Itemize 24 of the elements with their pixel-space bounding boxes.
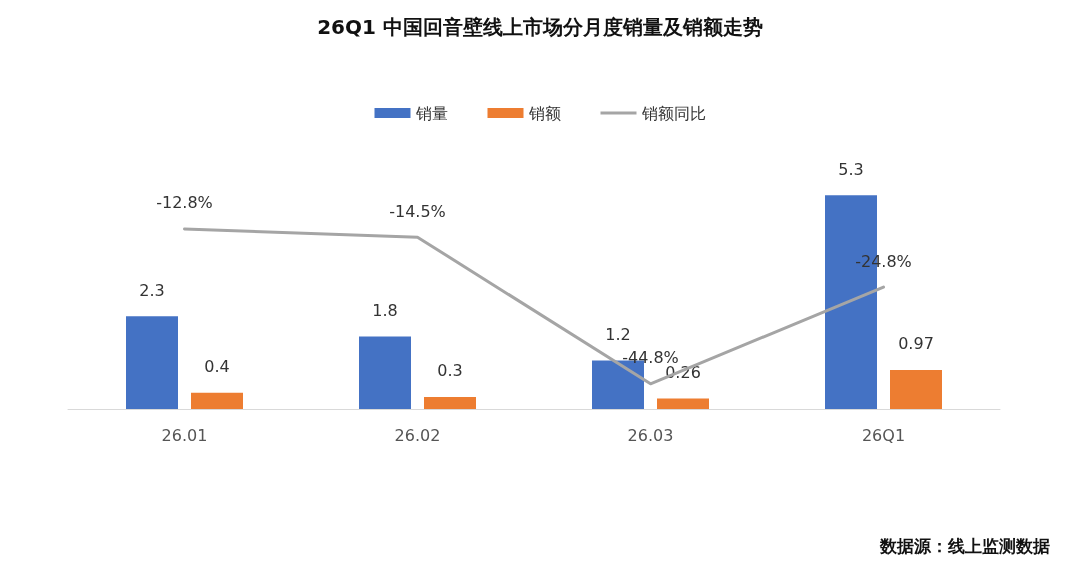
bar [126,316,178,409]
legend-label: 销额 [527,103,561,123]
data-label: 5.3 [838,159,864,179]
bar [359,336,411,409]
bar [191,392,243,409]
x-tick-label: 26.01 [161,425,208,445]
data-label: 0.97 [898,334,934,354]
text: 数据源：线上监测数据 [879,535,1050,556]
data-label: 1.2 [605,325,631,345]
data-label: 1.8 [372,300,398,320]
bar [657,398,709,409]
legend-label: 销额同比 [640,103,706,123]
bar [424,396,476,409]
x-tick-label: 26.03 [627,425,674,445]
x-tick-label: 26Q1 [861,425,906,445]
data-label: 0.3 [437,361,463,381]
data-label: 0.4 [204,357,230,377]
x-tick-label: 26.02 [394,425,441,445]
legend-label: 销量 [414,103,448,123]
chart-title: 26Q1 中国回音壁线上市场分月度销量及销额走势 [317,15,763,39]
data-label: -14.5% [389,201,446,221]
bar [890,369,942,409]
data-label: 2.3 [139,280,165,300]
data-label: -12.8% [156,193,213,213]
